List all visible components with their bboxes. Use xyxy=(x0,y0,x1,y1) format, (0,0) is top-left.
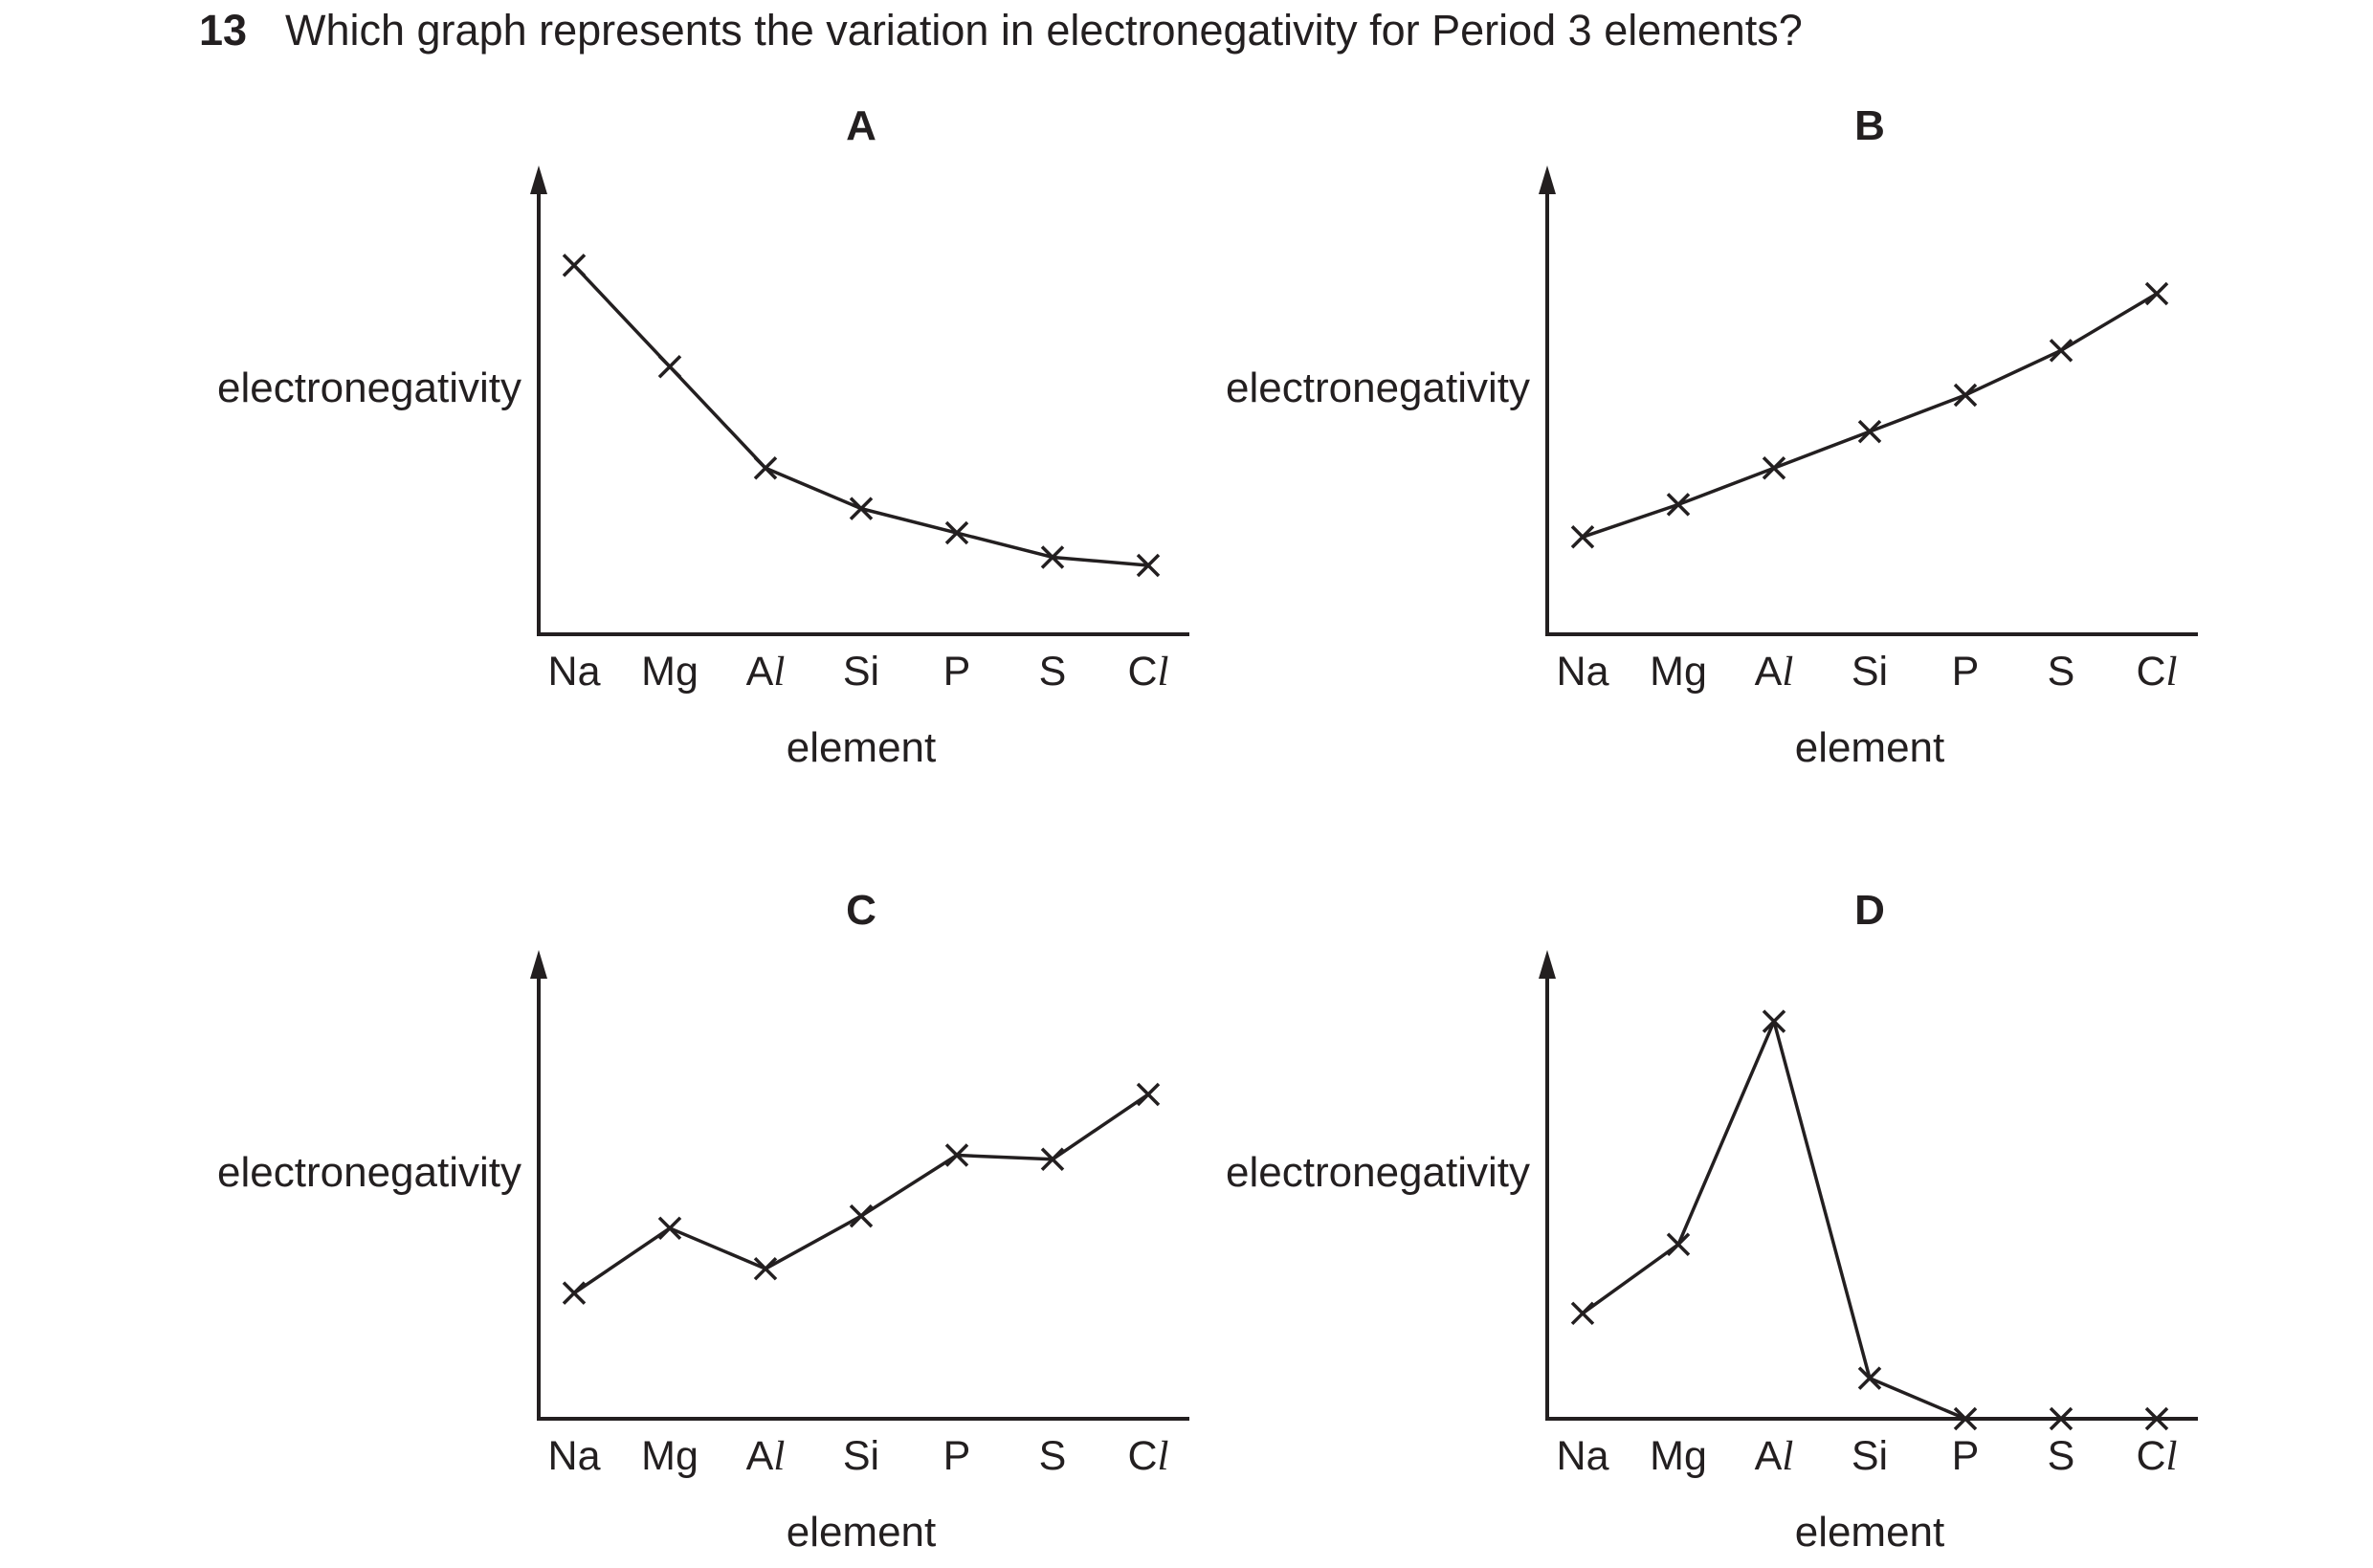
x-tick-label-3: Si xyxy=(843,1433,879,1479)
x-tick-label-4: P xyxy=(1952,649,1980,695)
x-tick-label-4: P xyxy=(943,649,971,695)
y-axis-label: electronegativity xyxy=(1226,1149,1530,1196)
data-point-Al xyxy=(753,456,778,480)
data-point-S xyxy=(1040,1147,1065,1171)
data-point-Na xyxy=(562,1281,587,1305)
data-point-P xyxy=(1953,1406,1978,1431)
x-tick-label-5: S xyxy=(2048,649,2075,695)
data-point-P xyxy=(944,520,969,545)
y-axis-arrow xyxy=(530,950,547,979)
x-axis-label: element xyxy=(787,1509,937,1556)
data-point-Mg xyxy=(1666,1232,1691,1256)
x-tick-label-5: S xyxy=(1039,1433,1067,1479)
x-tick-label-2: Al xyxy=(1755,649,1794,695)
data-point-Al xyxy=(1762,456,1786,480)
data-point-Na xyxy=(562,254,587,277)
x-tick-label-3: Si xyxy=(1852,649,1888,695)
x-tick-label-6: Cl xyxy=(1127,1433,1168,1479)
y-axis-arrow xyxy=(1539,950,1556,979)
data-point-S xyxy=(2049,1406,2074,1431)
data-point-Mg xyxy=(657,355,682,379)
data-point-Cl xyxy=(1136,553,1161,578)
chart-title: D xyxy=(1854,887,1885,934)
chart-title: B xyxy=(1854,102,1885,149)
data-point-Si xyxy=(849,497,874,520)
x-tick-label-6: Cl xyxy=(2136,649,2177,695)
x-tick-label-1: Mg xyxy=(1650,649,1707,695)
data-point-Al xyxy=(1762,1009,1786,1033)
series-line xyxy=(573,1093,1149,1295)
y-axis-arrow xyxy=(530,166,547,194)
x-tick-label-2: Al xyxy=(1755,1433,1794,1479)
data-point-Cl xyxy=(2144,1406,2169,1431)
data-point-Na xyxy=(1570,1301,1595,1326)
x-tick-label-2: Al xyxy=(746,649,786,695)
data-point-Si xyxy=(1857,419,1882,444)
data-point-Cl xyxy=(1136,1082,1161,1107)
data-point-S xyxy=(2049,339,2074,363)
x-tick-label-4: P xyxy=(943,1433,971,1479)
question: 13 Which graph represents the variation i… xyxy=(199,2,1803,59)
data-point-Si xyxy=(1857,1366,1882,1390)
y-axis-label: electronegativity xyxy=(1226,364,1530,411)
y-axis-arrow xyxy=(1539,166,1556,194)
series-line xyxy=(1582,292,2158,539)
x-tick-label-3: Si xyxy=(1852,1433,1888,1479)
chart-title: C xyxy=(846,887,876,934)
data-point-Mg xyxy=(1666,493,1691,517)
x-tick-label-1: Mg xyxy=(641,1433,699,1479)
x-tick-label-1: Mg xyxy=(1650,1433,1707,1479)
question-text: Which graph represents the variation in … xyxy=(285,6,1803,55)
data-point-P xyxy=(944,1143,969,1167)
x-tick-label-2: Al xyxy=(746,1433,786,1479)
x-tick-label-5: S xyxy=(1039,649,1067,695)
x-tick-label-0: Na xyxy=(1557,649,1609,695)
x-axis-label: element xyxy=(787,724,937,771)
question-number: 13 xyxy=(199,6,248,55)
series-line xyxy=(1581,1019,2157,1421)
x-tick-label-5: S xyxy=(2048,1433,2075,1479)
data-point-Si xyxy=(849,1204,874,1228)
x-tick-label-4: P xyxy=(1952,1433,1980,1479)
data-point-Mg xyxy=(657,1216,682,1241)
y-axis-label: electronegativity xyxy=(217,1149,521,1196)
data-point-Al xyxy=(753,1256,778,1281)
y-axis-label: electronegativity xyxy=(217,364,521,411)
x-tick-label-6: Cl xyxy=(1127,649,1168,695)
x-tick-label-1: Mg xyxy=(641,649,699,695)
chart-title: A xyxy=(846,102,876,149)
series-line xyxy=(572,264,1149,567)
x-tick-label-3: Si xyxy=(843,649,879,695)
x-tick-label-0: Na xyxy=(548,1433,601,1479)
data-point-S xyxy=(1040,545,1065,569)
x-tick-label-0: Na xyxy=(548,649,601,695)
x-tick-label-6: Cl xyxy=(2136,1433,2177,1479)
data-point-Na xyxy=(1570,525,1595,549)
data-point-Cl xyxy=(2144,281,2169,306)
data-point-P xyxy=(1953,383,1978,408)
x-axis-label: element xyxy=(1795,1509,1945,1556)
x-tick-label-0: Na xyxy=(1557,1433,1609,1479)
x-axis-label: element xyxy=(1795,724,1945,771)
